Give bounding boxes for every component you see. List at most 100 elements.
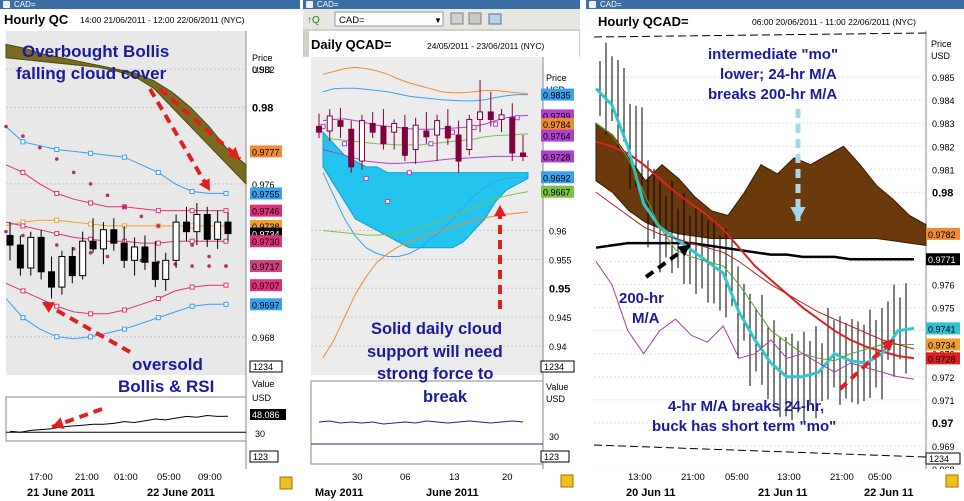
chart-title: Hourly QCAD= <box>598 14 689 29</box>
moving-average-line <box>595 241 914 261</box>
candle-body <box>99 229 107 250</box>
price-box-label: 1234 <box>253 362 273 372</box>
candle-body <box>337 120 344 127</box>
candle-body <box>412 124 419 151</box>
y-tick-label: 0.98 <box>932 187 953 199</box>
indicator-line <box>322 87 528 102</box>
annotation-arrow <box>41 300 131 354</box>
x-tick-label: 05:00 <box>868 472 892 483</box>
indicator-line <box>322 172 528 257</box>
price-tag-label: 0.9777 <box>252 147 280 157</box>
bottom-box <box>249 450 279 463</box>
candle-body <box>391 122 398 133</box>
price-tag-label: 0.9692 <box>543 173 571 183</box>
window-title-bar[interactable]: CAD= <box>0 0 300 9</box>
rsi-level-label: 30 <box>549 432 559 442</box>
annotation-arrow-head <box>199 178 210 191</box>
annotation-arrow <box>158 87 242 161</box>
hourly-right-chart[interactable]: Hourly QCAD= 06:00 20/06/2011 - 11:00 22/… <box>586 9 964 501</box>
candle-body <box>498 114 505 120</box>
dotted-point <box>38 145 42 150</box>
x-tick-label: 06 <box>400 472 411 483</box>
price-tag <box>250 145 282 158</box>
price-unit: USD <box>931 51 951 61</box>
y-tick-label: 0.984 <box>932 96 955 106</box>
x-date-label: 20 Jun 11 <box>626 487 676 499</box>
chart-window-daily: CAD= ↑Q CAD= ▼ Daily QCAD= 24/05/2011 - 23/0… <box>303 0 580 501</box>
ichimoku-cloud <box>5 43 247 186</box>
price-tag-label: 0.9738 <box>252 222 280 232</box>
price-tag-label: 0.9734 <box>928 341 956 351</box>
y-tick-label: 0.985 <box>932 73 955 83</box>
boundary-line <box>593 32 927 38</box>
price-tag <box>926 253 960 266</box>
indicator-line <box>322 191 529 236</box>
date-range: 24/05/2011 - 23/06/2011 (NYC) <box>427 41 545 51</box>
y-tick-label: 0.955 <box>549 255 572 265</box>
series-marker <box>54 146 60 152</box>
series-marker <box>88 221 94 227</box>
y-tick-label: 0.976 <box>932 281 955 291</box>
annotation-text: falling cloud cover <box>16 64 167 83</box>
x-tick-label: 01:00 <box>114 472 138 483</box>
annotation-arrow-head <box>790 206 806 221</box>
dotted-point <box>21 233 25 238</box>
series-marker <box>449 129 455 135</box>
price-tag-label: 0.9728 <box>928 354 956 364</box>
price-tag <box>541 171 574 184</box>
series-marker <box>88 334 94 340</box>
price-tag <box>250 279 282 292</box>
series-marker <box>223 190 229 196</box>
hourly-left-chart[interactable]: Hourly QC 14:00 21/06/2011 - 12:00 22/06/… <box>0 9 300 501</box>
dotted-point <box>105 254 110 259</box>
daily-chart[interactable]: ↑Q CAD= ▼ Daily QCAD= 24/05/2011 - 23/06/201… <box>303 9 580 501</box>
window-icon <box>589 1 596 8</box>
rsi-tag <box>250 409 286 420</box>
dotted-point <box>88 250 93 255</box>
candle-body <box>316 125 322 133</box>
series-marker <box>223 238 229 244</box>
candle-body <box>509 117 516 154</box>
window-title: CAD= <box>317 0 339 9</box>
window-title-bar[interactable]: CAD= <box>303 0 580 9</box>
annotation-text: Solid daily cloud <box>371 320 502 338</box>
rsi-line <box>9 414 229 433</box>
candle-body <box>16 244 24 269</box>
price-tag-label: 0.9717 <box>252 262 280 272</box>
boundary-line <box>593 444 927 458</box>
price-tag-label: 0.9755 <box>252 189 280 199</box>
y-tick-label: 0.982 <box>252 65 275 75</box>
rsi-line <box>318 420 524 425</box>
dotted-point <box>122 205 127 209</box>
price-tag <box>250 235 282 248</box>
x-tick-label: 21:00 <box>681 472 705 483</box>
series-marker <box>88 236 94 242</box>
bollinger-line <box>5 282 226 315</box>
series-marker <box>223 282 229 288</box>
candle-body <box>79 240 87 277</box>
rsi-area <box>5 396 247 442</box>
candle-body <box>120 242 128 261</box>
price-box-label: 1234 <box>929 454 949 464</box>
bottom-box-label: 123 <box>253 452 268 462</box>
indicator-line <box>322 211 529 358</box>
series-marker <box>155 296 161 302</box>
candle-body <box>520 152 526 157</box>
annotation-text: Overbought Bollis <box>22 42 169 61</box>
annotation-arrow <box>148 87 212 193</box>
annotation-text: Bollis & RSI <box>118 377 214 396</box>
window-title-bar[interactable]: CAD= <box>586 0 964 9</box>
annotation-arrow-head <box>42 302 55 313</box>
x-axis-bg <box>303 469 580 501</box>
price-tag <box>250 187 282 200</box>
candle-body <box>326 115 333 132</box>
candle-body <box>423 130 430 138</box>
series-marker <box>121 326 127 332</box>
candle-body <box>37 236 45 273</box>
price-box <box>249 360 283 373</box>
dotted-point <box>156 224 161 228</box>
price-tag <box>541 88 574 101</box>
print-icon <box>450 12 464 25</box>
ric-input <box>334 11 444 27</box>
indicator-line <box>322 149 528 164</box>
